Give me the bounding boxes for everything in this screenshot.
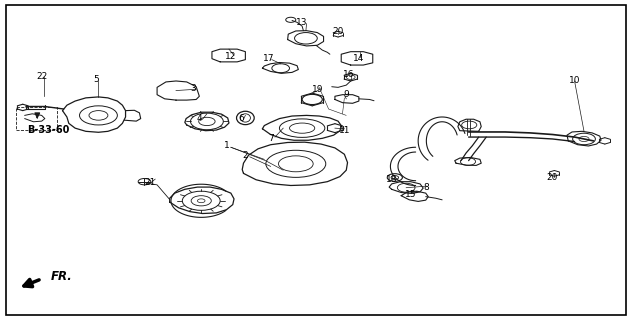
Text: 11: 11 [339,125,350,134]
Text: 7: 7 [268,134,274,143]
Text: 18: 18 [386,175,398,184]
Text: 2: 2 [243,151,248,160]
Text: 1: 1 [224,141,229,150]
Text: 4: 4 [197,114,202,123]
Text: 22: 22 [36,72,47,81]
Text: 20: 20 [547,173,558,182]
Text: 17: 17 [263,54,274,63]
Text: 19: 19 [312,85,323,94]
Text: 6: 6 [239,114,245,123]
Text: 21: 21 [145,178,156,187]
Text: 8: 8 [423,183,429,192]
Text: 9: 9 [343,90,349,99]
Text: 20: 20 [332,28,344,36]
Text: FR.: FR. [51,270,73,284]
Text: 13: 13 [296,19,308,28]
Text: 15: 15 [405,189,416,199]
Text: B-33-60: B-33-60 [27,125,70,135]
Text: 12: 12 [225,52,236,61]
Text: 3: 3 [190,84,196,93]
Text: 14: 14 [353,53,365,62]
Text: 5: 5 [94,75,99,84]
Text: 10: 10 [569,76,580,85]
Bar [16,108,58,130]
Text: 16: 16 [343,70,355,79]
